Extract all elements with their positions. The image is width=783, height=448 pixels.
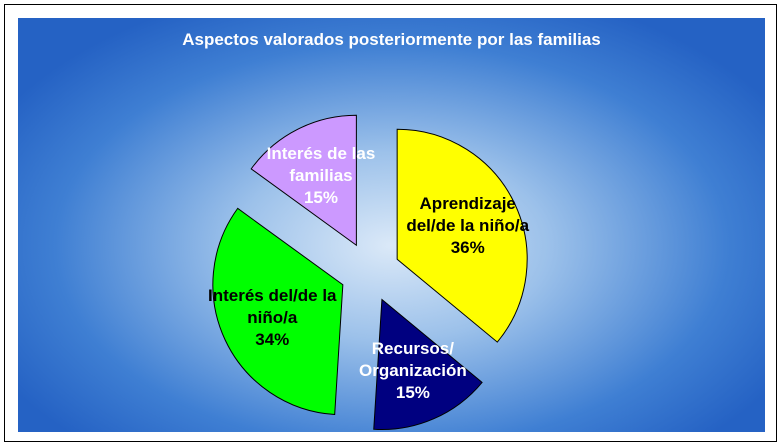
pie-slice	[373, 298, 483, 431]
pie-slice	[250, 114, 357, 247]
frame	[4, 4, 777, 442]
pie-slice	[396, 128, 528, 343]
value-label: 15%	[395, 383, 430, 403]
value-label: 36%	[450, 238, 485, 258]
value-label: 15%	[303, 187, 338, 207]
chart-title: Aspectos valorados posteriormente por la…	[182, 30, 601, 49]
slice-label: Aprendizaje del/de la niño/a 36%	[398, 193, 538, 259]
category-label: Aprendizaje del/de la niño/a	[406, 194, 530, 236]
pie-slice	[212, 207, 344, 416]
slice-label: Recursos/ Organización 15%	[343, 338, 483, 404]
category-label: Interés del/de la niño/a	[208, 285, 337, 327]
slice-label: Interés del/de la niño/a 34%	[202, 285, 342, 351]
value-label: 34%	[255, 329, 290, 349]
category-label: Recursos/ Organización	[359, 339, 467, 381]
slice-label: Interés de las familias 15%	[251, 143, 391, 209]
category-label: Interés de las familias	[266, 143, 376, 185]
